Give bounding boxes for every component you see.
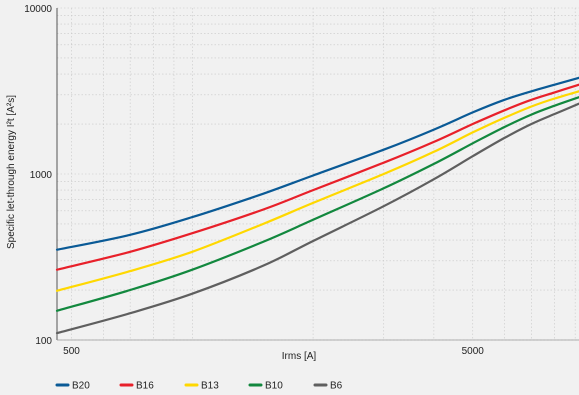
legend-label-b20: B20 — [72, 381, 90, 392]
legend: B20 B16 B13 B10 B6 — [55, 381, 343, 392]
series-line-b10 — [55, 96, 579, 312]
x-tick-labels: 500 5000 — [63, 346, 484, 357]
x-axis-label: Irms [A] — [282, 351, 317, 362]
series-line-b20 — [55, 76, 579, 251]
grid — [57, 7, 579, 341]
legend-label-b10: B10 — [265, 381, 283, 392]
legend-label-b13: B13 — [201, 381, 219, 392]
y-tick-label: 1000 — [30, 170, 53, 181]
x-tick-label: 500 — [63, 346, 80, 357]
series-line-b13 — [55, 90, 579, 292]
y-tick-label: 10000 — [24, 4, 52, 15]
series-line-b16 — [55, 83, 579, 271]
legend-label-b6: B6 — [330, 381, 343, 392]
series-lines — [55, 76, 579, 335]
y-tick-label: 100 — [35, 336, 52, 347]
y-tick-labels: 100 1000 10000 — [24, 4, 52, 347]
axes — [56, 8, 579, 341]
y-axis-label: Specific let-through energy I²t [A²s] — [6, 95, 17, 249]
legend-label-b16: B16 — [136, 381, 154, 392]
x-tick-label: 5000 — [462, 346, 485, 357]
series-line-b6 — [55, 102, 579, 335]
